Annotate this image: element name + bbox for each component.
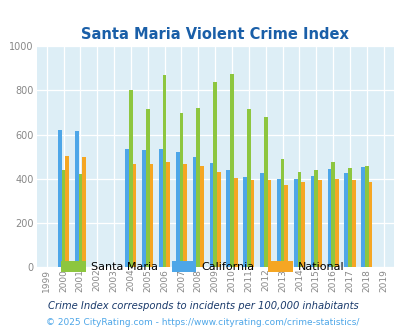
Bar <box>209 163 213 267</box>
Bar <box>327 169 330 267</box>
Bar <box>217 172 220 267</box>
Bar <box>313 170 318 267</box>
Bar <box>149 164 153 267</box>
Bar <box>192 157 196 267</box>
Bar <box>230 74 233 267</box>
Bar <box>58 130 62 267</box>
Bar <box>310 176 313 267</box>
Bar <box>179 113 183 267</box>
Bar <box>196 108 200 267</box>
Bar <box>226 170 230 267</box>
Bar <box>78 175 82 267</box>
Text: © 2025 CityRating.com - https://www.cityrating.com/crime-statistics/: © 2025 CityRating.com - https://www.city… <box>46 318 359 327</box>
Bar <box>183 164 187 267</box>
Bar <box>263 117 267 267</box>
Bar <box>125 149 129 267</box>
Bar <box>267 180 271 267</box>
Bar <box>233 178 237 267</box>
Bar <box>284 185 288 267</box>
Bar <box>297 172 301 267</box>
Text: Crime Index corresponds to incidents per 100,000 inhabitants: Crime Index corresponds to incidents per… <box>47 301 358 311</box>
Bar <box>330 162 334 267</box>
Bar <box>347 168 351 267</box>
Bar <box>276 179 280 267</box>
Bar <box>318 180 321 267</box>
Bar <box>293 179 297 267</box>
Bar <box>129 90 132 267</box>
Bar <box>159 149 162 267</box>
Bar <box>334 179 338 267</box>
Bar <box>65 156 69 267</box>
Bar <box>246 109 250 267</box>
Bar <box>166 162 170 267</box>
Bar <box>351 180 355 267</box>
Bar <box>260 173 263 267</box>
Bar <box>368 182 371 267</box>
Bar <box>250 180 254 267</box>
Bar <box>175 152 179 267</box>
Bar <box>142 150 145 267</box>
Bar <box>145 109 149 267</box>
Bar <box>280 159 284 267</box>
Bar <box>360 167 364 267</box>
Bar <box>132 164 136 267</box>
Bar <box>213 82 217 267</box>
Title: Santa Maria Violent Crime Index: Santa Maria Violent Crime Index <box>81 27 348 42</box>
Bar <box>200 166 203 267</box>
Bar <box>162 75 166 267</box>
Bar <box>62 170 65 267</box>
Bar <box>364 166 368 267</box>
Bar <box>75 131 78 267</box>
Bar <box>301 182 304 267</box>
Bar <box>343 173 347 267</box>
Bar <box>82 157 86 267</box>
Legend: Santa Maria, California, National: Santa Maria, California, National <box>57 256 348 277</box>
Bar <box>243 177 246 267</box>
